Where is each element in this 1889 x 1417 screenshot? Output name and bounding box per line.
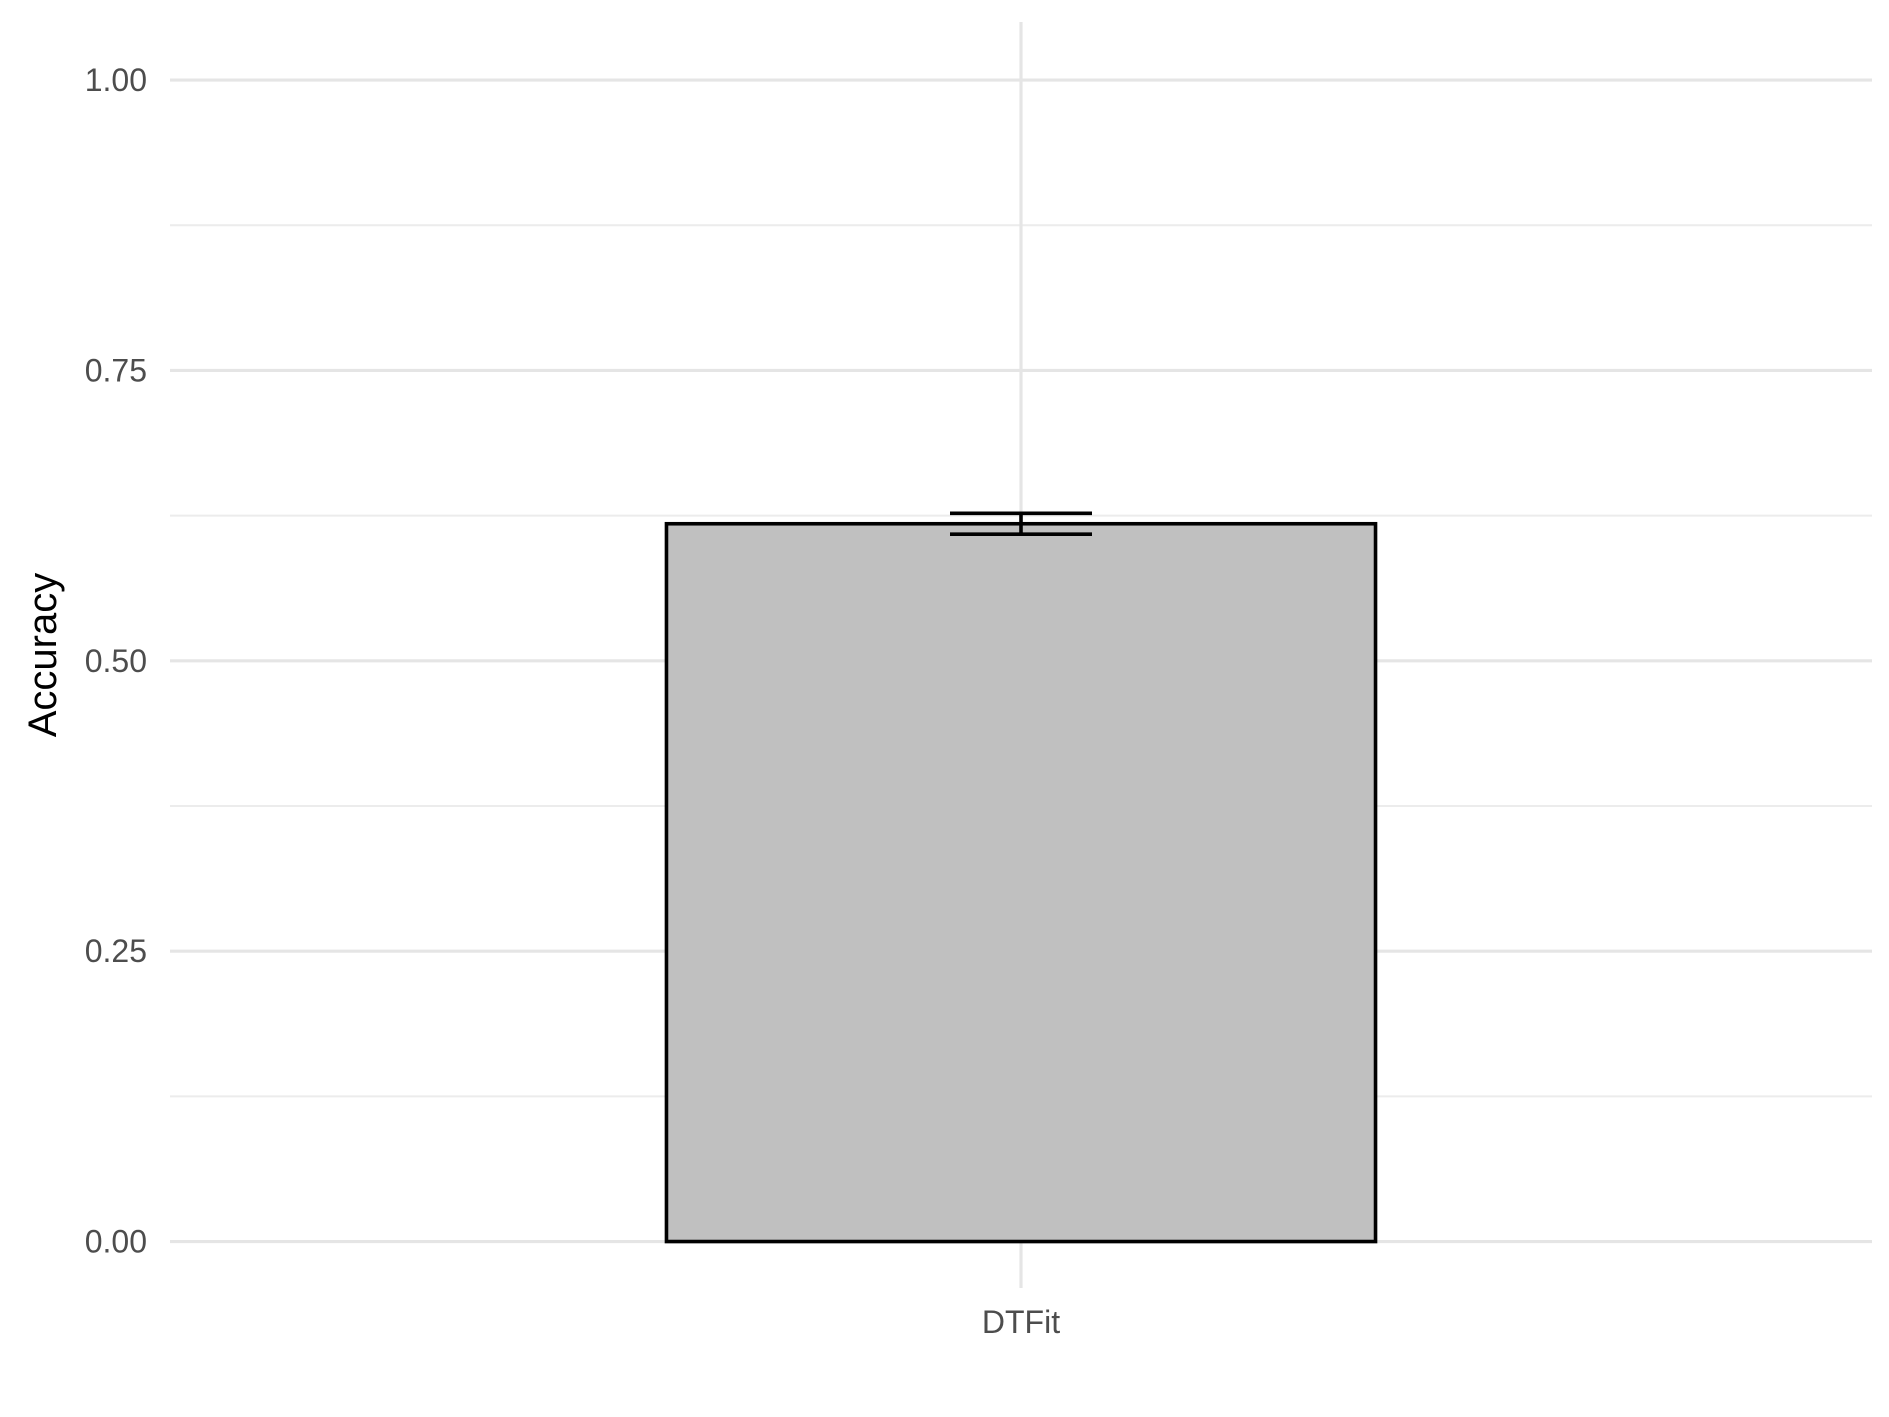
- y-tick-label: 1.00: [85, 62, 147, 98]
- y-tick-label: 0.50: [85, 643, 147, 679]
- x-tick-labels: DTFit: [982, 1304, 1060, 1340]
- y-tick-labels: 0.00 0.25 0.50 0.75 1.00: [85, 62, 147, 1259]
- y-tick-label: 0.25: [85, 933, 147, 969]
- y-tick-label: 0.00: [85, 1224, 147, 1260]
- y-axis-title: Accuracy: [21, 573, 65, 738]
- error-bars: [950, 511, 1092, 537]
- bars: [664, 521, 1378, 1244]
- y-tick-label: 0.75: [85, 352, 147, 388]
- bar-dtfit: [664, 521, 1378, 1244]
- x-tick-label: DTFit: [982, 1304, 1060, 1340]
